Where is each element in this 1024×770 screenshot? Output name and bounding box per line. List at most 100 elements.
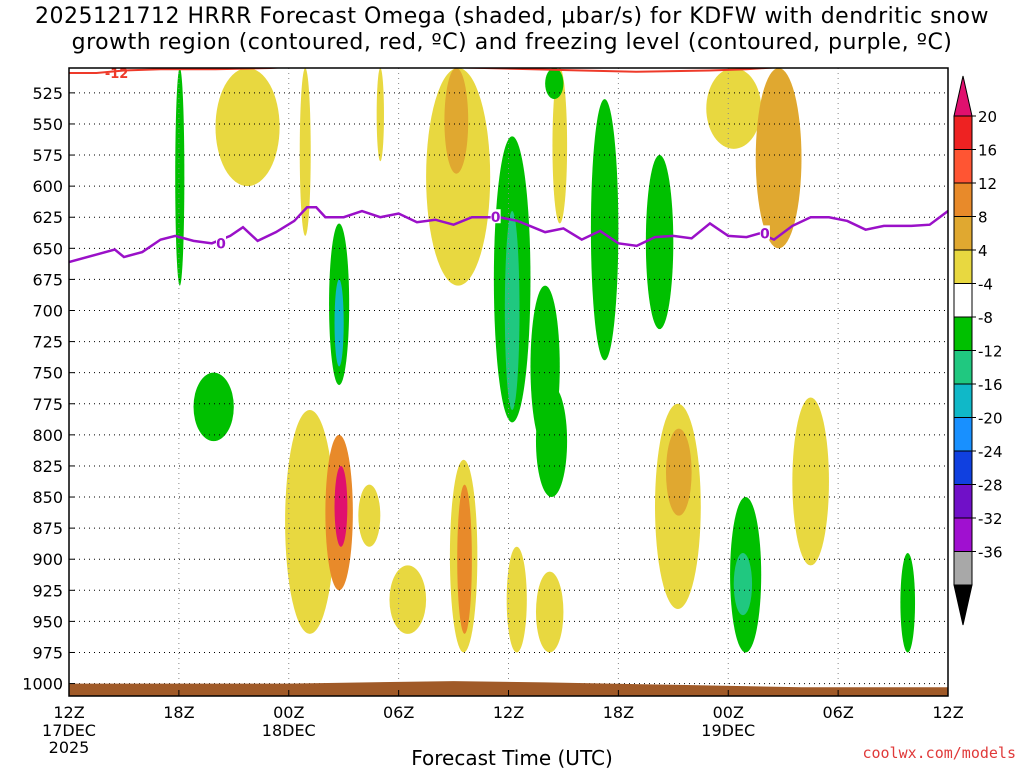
omega-positive-pos-l2 — [665, 428, 692, 516]
x-tick-label-7: 06Z — [822, 703, 853, 722]
omega-positive-pos-f — [706, 68, 762, 149]
omega-positive-pos-g — [755, 68, 802, 249]
colorbar-bin-1 — [953, 149, 973, 184]
colorbar-tick-label-2: 12 — [978, 175, 997, 193]
y-tick-label-775: 775 — [32, 395, 63, 414]
y-tick-label-575: 575 — [32, 146, 63, 165]
x-tick-label-5: 18Z — [603, 703, 634, 722]
omega-positive-pos-i — [358, 484, 381, 547]
freezing-level-label-0: 0 — [216, 236, 226, 252]
freezing-label-bg-0 — [215, 235, 226, 250]
omega-negative-neg-f — [645, 155, 674, 330]
x-tick-label-4: 12Z — [493, 703, 524, 722]
x-tick-date-2: 18DEC — [262, 721, 316, 740]
colorbar-bin-13 — [953, 551, 973, 586]
y-tick-label-975: 975 — [32, 643, 63, 662]
y-tick-label-800: 800 — [32, 426, 63, 445]
colorbar-tick-label-7: -12 — [978, 343, 1003, 361]
x-tick-label-3: 06Z — [383, 703, 414, 722]
colorbar-bin-6 — [953, 316, 973, 351]
y-tick-label-925: 925 — [32, 581, 63, 600]
colorbar-max-triangle — [953, 75, 973, 117]
colorbar-bin-3 — [953, 216, 973, 251]
omega-positive-pos-k — [506, 546, 527, 653]
colorbar-bin-7 — [953, 350, 973, 385]
omega-negative-neg-k — [545, 68, 564, 100]
colorbar-tick-label-12: -32 — [978, 510, 1003, 528]
credit-text: coolwx.com/models — [862, 744, 1016, 762]
x-tick-year-0: 2025 — [49, 738, 90, 757]
y-tick-label-600: 600 — [32, 177, 63, 196]
colorbar-tick-label-10: -24 — [978, 443, 1003, 461]
colorbar-tick-label-3: 8 — [978, 209, 988, 227]
colorbar-tick-label-4: 4 — [978, 242, 988, 260]
y-tick-label-725: 725 — [32, 333, 63, 352]
omega-negative-neg-b2 — [334, 279, 344, 367]
freezing-label-bg-1 — [490, 209, 501, 224]
freezing-level-label-2: 0 — [760, 226, 770, 242]
colorbar-tick-label-8: -16 — [978, 376, 1003, 394]
y-tick-label-825: 825 — [32, 457, 63, 476]
dgz-contour-label: -12 — [105, 67, 129, 82]
colorbar-bin-9 — [953, 417, 973, 452]
y-tick-label-750: 750 — [32, 364, 63, 383]
y-tick-label-850: 850 — [32, 488, 63, 507]
colorbar-bin-4 — [953, 249, 973, 284]
freezing-label-bg-2 — [759, 225, 770, 240]
omega-positive-pos-c — [376, 68, 384, 162]
colorbar-bin-0 — [953, 115, 973, 150]
x-tick-label-6: 00Z — [713, 703, 744, 722]
omega-positive-pos-d — [426, 68, 491, 286]
colorbar-bin-11 — [953, 484, 973, 519]
y-tick-label-950: 950 — [32, 612, 63, 631]
colorbar-bin-2 — [953, 182, 973, 217]
x-axis-label: Forecast Time (UTC) — [411, 746, 613, 770]
x-tick-date-0: 17DEC — [42, 721, 96, 740]
y-tick-label-875: 875 — [32, 519, 63, 538]
omega-positive-pos-a — [215, 68, 280, 187]
freezing-level-label-1: 0 — [491, 210, 501, 226]
y-tick-label-550: 550 — [32, 115, 63, 134]
x-tick-date-6: 19DEC — [701, 721, 755, 740]
omega-positive-pos-h — [285, 409, 335, 634]
colorbar-bin-12 — [953, 517, 973, 552]
x-tick-label-2: 00Z — [273, 703, 304, 722]
colorbar-bin-10 — [953, 450, 973, 485]
omega-positive-pos-o — [535, 571, 564, 653]
chart-title-line-2: growth region (contoured, red, ºC) and f… — [71, 30, 953, 55]
colorbar-min-triangle — [953, 584, 973, 626]
y-tick-label-625: 625 — [32, 208, 63, 227]
colorbar-bin-8 — [953, 383, 973, 418]
omega-positive-pos-b — [299, 68, 311, 236]
y-tick-label-900: 900 — [32, 550, 63, 569]
x-tick-label-0: 12Z — [53, 703, 84, 722]
omega-positive-pos-m — [792, 397, 829, 566]
colorbar-bin-5 — [953, 283, 973, 318]
omega-negative-neg-h2 — [733, 552, 753, 616]
omega-positive-pos-e — [552, 68, 568, 224]
omega-negative-neg-e — [590, 99, 619, 361]
omega-negative-neg-g — [535, 385, 568, 498]
dgz-minus12-contour — [69, 68, 780, 74]
y-tick-label-700: 700 — [32, 301, 63, 320]
x-tick-label-1: 18Z — [163, 703, 194, 722]
colorbar-tick-label-13: -36 — [978, 544, 1003, 562]
omega-positive-pos-h3 — [334, 465, 348, 547]
colorbar-tick-label-1: 16 — [978, 142, 997, 160]
colorbar-tick-label-0: 20 — [978, 108, 997, 126]
omega-positive-pos-d2 — [444, 68, 469, 174]
y-tick-label-525: 525 — [32, 84, 63, 103]
plot-area — [69, 68, 948, 696]
omega-negative-neg-i — [900, 552, 916, 653]
chart-title-line-1: 2025121712 HRRR Forecast Omega (shaded, … — [35, 4, 989, 29]
omega-positive-pos-n — [389, 565, 427, 634]
colorbar-tick-label-9: -20 — [978, 410, 1003, 428]
y-tick-label-675: 675 — [32, 270, 63, 289]
freezing-level-contour — [69, 206, 948, 264]
y-tick-label-1000: 1000 — [22, 675, 63, 694]
y-tick-label-650: 650 — [32, 239, 63, 258]
colorbar-tick-label-6: -8 — [978, 309, 993, 327]
omega-negative-neg-a — [175, 68, 185, 286]
omega-negative-neg-c2 — [504, 211, 520, 410]
